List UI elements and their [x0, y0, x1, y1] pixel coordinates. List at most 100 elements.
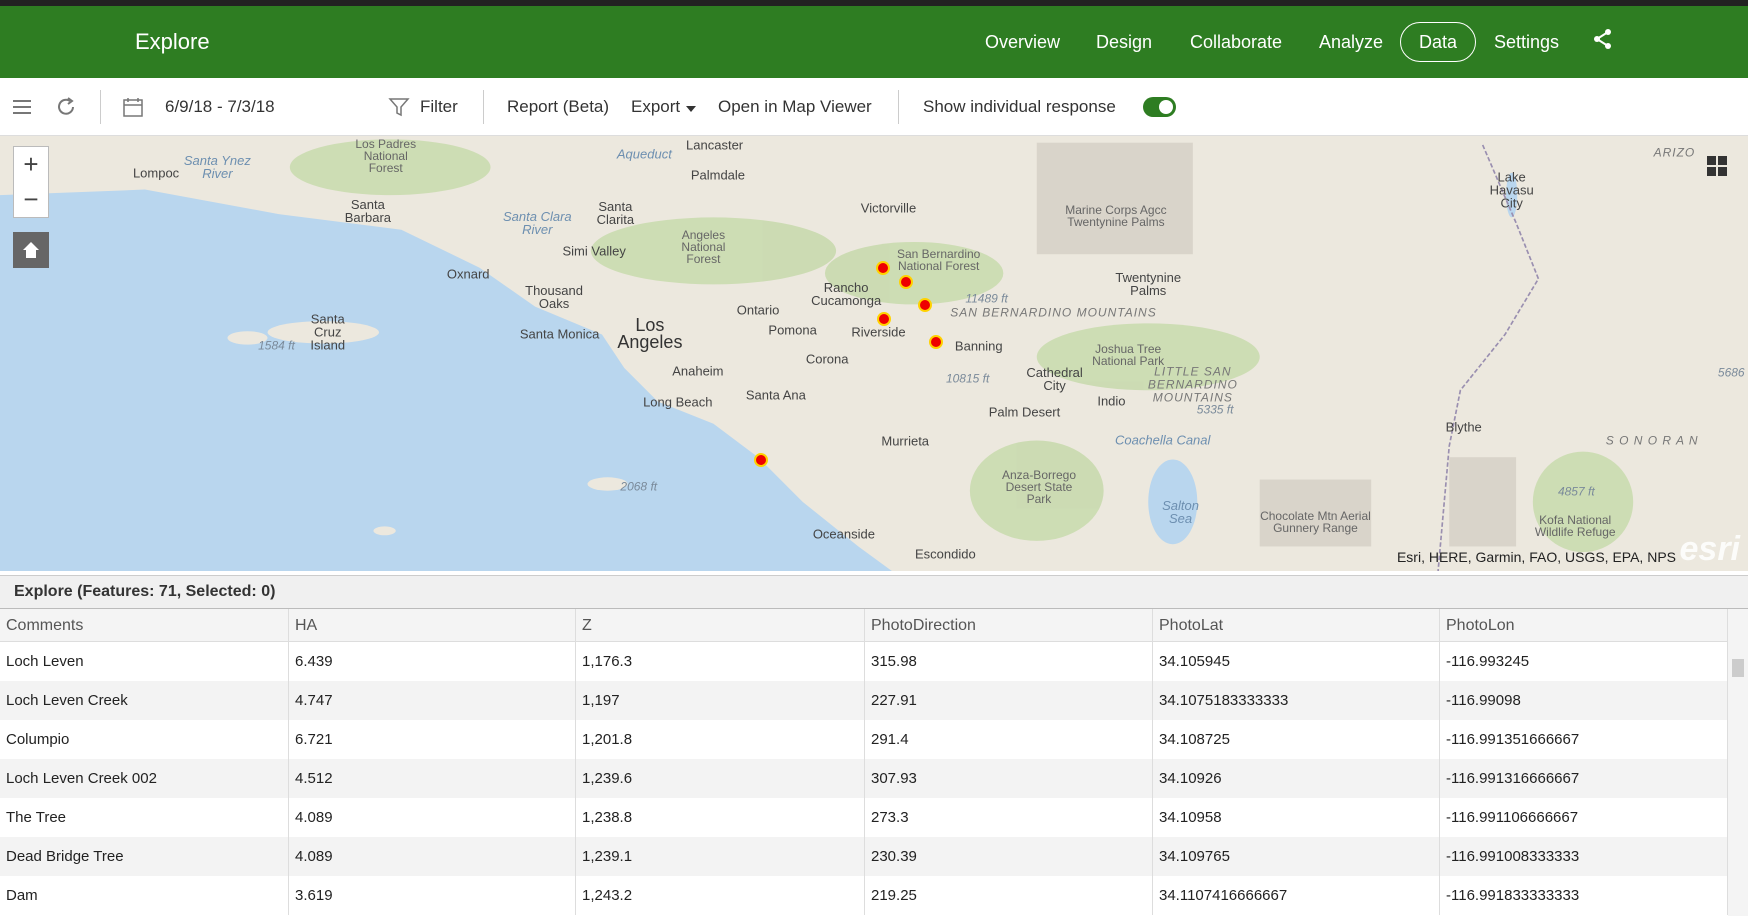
map-label: Cathedral City: [1026, 365, 1083, 394]
feature-point[interactable]: [929, 335, 944, 350]
header-bar: Explore Overview Design Collaborate Analyze…: [0, 0, 1748, 78]
table-cell: -116.991833333333: [1440, 876, 1728, 915]
column-header[interactable]: Z: [576, 609, 865, 642]
map-label: Santa Monica: [519, 326, 600, 342]
map-label: Long Beach: [643, 394, 713, 410]
map-label: Anza-Borrego Desert State Park: [1001, 468, 1077, 507]
map: + − Esri, HERE, Garmin, FAO, USGS, EPA, N…: [0, 136, 1748, 571]
date-range[interactable]: 6/9/18 - 7/3/18: [165, 97, 275, 116]
toggle-label: Show individual response: [923, 97, 1116, 116]
map-label: Angeles National Forest: [681, 228, 726, 267]
map-label: SAN BERNARDINO MOUNTAINS: [950, 305, 1157, 320]
nav-item[interactable]: Analyze: [1319, 32, 1384, 52]
map-label: Lake Havasu City: [1489, 169, 1534, 210]
esri-logo: esri: [1679, 530, 1741, 568]
share-icon[interactable]: [1592, 28, 1614, 52]
table-cell: Dead Bridge Tree: [0, 837, 289, 876]
table-cell: 1,243.2: [576, 876, 865, 915]
map-label: Chocolate Mtn Aerial Gunnery Range: [1260, 508, 1371, 535]
nav-item[interactable]: Overview: [985, 32, 1061, 52]
table-cell: 1,201.8: [576, 720, 865, 759]
table-cell: 6.439: [289, 642, 576, 681]
map-label: Blythe: [1445, 419, 1482, 435]
table-cell: 4.747: [289, 681, 576, 720]
map-label: Palmdale: [690, 167, 746, 183]
table-cell: 1,239.1: [576, 837, 865, 876]
table-cell: 219.25: [865, 876, 1153, 915]
map-label: S O N O R A N: [1605, 433, 1699, 448]
map-label: Rancho Cucamonga: [811, 280, 882, 309]
filter-icon[interactable]: [388, 96, 410, 118]
map-label: LITTLE SAN BERNARDINO MOUNTAINS: [1147, 364, 1238, 405]
map-label: Kofa National Wildlife Refuge: [1534, 513, 1616, 540]
table-cell: -116.99098: [1440, 681, 1728, 720]
table-cell: Loch Leven Creek 002: [0, 759, 289, 798]
table-cell: 4.089: [289, 837, 576, 876]
app-title: Explore: [135, 29, 210, 54]
zoom-controls[interactable]: + −: [13, 146, 49, 218]
separator: [100, 90, 101, 124]
map-label: Santa Ynez River: [183, 153, 251, 182]
map-label: Murrieta: [881, 433, 930, 449]
column-header[interactable]: Comments: [0, 609, 289, 642]
refresh-icon[interactable]: [55, 96, 77, 118]
feature-point[interactable]: [875, 260, 890, 275]
report-button[interactable]: Report (Beta): [507, 97, 610, 116]
separator: [483, 90, 484, 124]
column-header[interactable]: HA: [289, 609, 576, 642]
table-cell: 34.10926: [1153, 759, 1440, 798]
table-cell: The Tree: [0, 798, 289, 837]
table-cell: 6.721: [289, 720, 576, 759]
nav-item[interactable]: Settings: [1494, 32, 1560, 52]
table-cell: 227.91: [865, 681, 1153, 720]
map-label: 5335 ft: [1196, 402, 1234, 417]
map-label: Coachella Canal: [1115, 432, 1211, 448]
map-label: Salton Sea: [1162, 497, 1199, 526]
table-cell: 291.4: [865, 720, 1153, 759]
feature-point[interactable]: [754, 453, 769, 468]
table-cell: 307.93: [865, 759, 1153, 798]
table-cell: 315.98: [865, 642, 1153, 681]
nav-item[interactable]: Design: [1096, 32, 1153, 52]
column-header[interactable]: PhotoLat: [1153, 609, 1440, 642]
table-cell: 4.512: [289, 759, 576, 798]
table-cell: Loch Leven Creek: [0, 681, 289, 720]
dropdown-caret: [686, 106, 696, 112]
table-cell: 34.105945: [1153, 642, 1440, 681]
menu-icon[interactable]: [12, 97, 32, 117]
table-cell: -116.993245: [1440, 642, 1728, 681]
table-cell: -116.991008333333: [1440, 837, 1728, 876]
map-label: Santa Cruz Island: [310, 311, 346, 353]
column-header[interactable]: PhotoLon: [1440, 609, 1728, 642]
toggle-switch[interactable]: [1143, 97, 1176, 117]
table-title: Explore (Features: 71, Selected: 0): [14, 583, 276, 600]
map-label: San Bernardino National Forest: [896, 246, 981, 273]
filter-button[interactable]: Filter: [420, 97, 458, 116]
table-cell: -116.991351666667: [1440, 720, 1728, 759]
map-label: Escondido: [914, 546, 976, 562]
map-label: 1584 ft: [258, 338, 295, 353]
nav-item[interactable]: Data: [1400, 22, 1477, 62]
feature-point[interactable]: [918, 298, 933, 313]
basemap-gallery[interactable]: [1705, 154, 1729, 178]
column-header[interactable]: PhotoDirection: [865, 609, 1153, 642]
feature-point[interactable]: [899, 275, 914, 290]
table-cell: 34.10958: [1153, 798, 1440, 837]
feature-point[interactable]: [877, 311, 892, 326]
map-label: Santa Ana: [745, 387, 806, 403]
map-label: Lompoc: [132, 165, 180, 181]
table-cell: Loch Leven: [0, 642, 289, 681]
map-label: Los Padres National Forest: [355, 137, 417, 176]
table-cell: 1,197: [576, 681, 865, 720]
map-label: Santa Clara River: [502, 208, 572, 237]
scrollbar[interactable]: [1728, 609, 1748, 916]
calendar-icon[interactable]: [123, 97, 143, 117]
table-cell: 1,239.6: [576, 759, 865, 798]
nav-item[interactable]: Collaborate: [1190, 32, 1283, 52]
home-button[interactable]: [13, 232, 49, 268]
map-viewer-button[interactable]: Open in Map Viewer: [718, 97, 872, 116]
table-cell: 34.1107416666667: [1153, 876, 1440, 915]
export-button[interactable]: Export: [631, 97, 681, 116]
map-label: 4857 ft: [1557, 484, 1595, 499]
